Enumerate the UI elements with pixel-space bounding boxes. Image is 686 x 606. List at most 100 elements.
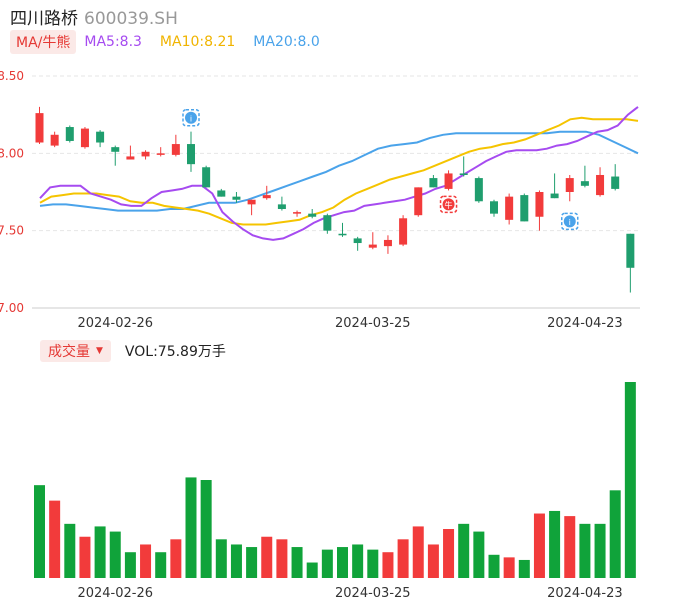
candle-body [459, 173, 468, 175]
ma5-label: MA5:8.3 [84, 34, 142, 50]
candle-body [535, 192, 544, 217]
volume-bar [367, 549, 379, 578]
candle-body [323, 215, 332, 231]
info-badge-icon: i [561, 212, 579, 231]
candle [35, 106, 44, 145]
y-tick-label: 7.50 [0, 224, 24, 238]
candle [474, 176, 483, 203]
candle [535, 190, 544, 231]
volume-bar [397, 539, 409, 578]
candle-body [217, 190, 226, 197]
volume-bar [337, 547, 348, 578]
ma10-label: MA10:8.21 [159, 34, 236, 50]
candle-body [277, 204, 286, 210]
price-axis-ticks: 8.50 8.00 7.50 7.00 [0, 69, 24, 315]
candle [156, 147, 165, 157]
volume-toggle-button[interactable]: 成交量 ▼ [40, 340, 111, 362]
volume-bar [518, 559, 530, 578]
candle [293, 210, 302, 217]
volume-bar [200, 480, 212, 578]
volume-bar [533, 513, 545, 578]
chart-markers: i 牛 i [182, 109, 579, 231]
x-tick-label: 2024-04-23 [547, 316, 623, 331]
candle-body [429, 178, 438, 188]
candle [111, 145, 120, 166]
volume-bar [443, 529, 455, 578]
candle-body [580, 181, 589, 186]
volume-bar [291, 547, 303, 578]
volume-value: VOL:75.89万手 [124, 344, 226, 360]
y-tick-label: 8.00 [0, 146, 24, 160]
candle-body [596, 174, 605, 196]
volume-bar [624, 382, 636, 578]
candle [399, 215, 408, 247]
candle [96, 130, 105, 148]
volume-bar [276, 539, 288, 578]
candle [626, 233, 635, 293]
volume-bar [49, 500, 61, 578]
volume-bar [503, 557, 515, 578]
candle [580, 165, 589, 188]
candle [277, 196, 286, 211]
candle [596, 167, 605, 197]
volume-bars [34, 382, 636, 578]
candle-body [383, 239, 392, 247]
ma20-label: MA20:8.0 [253, 34, 320, 50]
candle-body [141, 151, 150, 157]
candle-body [80, 128, 89, 148]
x-tick-label: 2024-03-25 [335, 316, 411, 331]
volume-bar [609, 490, 621, 578]
volume-bar [564, 516, 576, 578]
stock-name: 四川路桥 [10, 9, 78, 29]
candle-body [520, 195, 529, 222]
volume-bar [94, 526, 106, 578]
candle-body [50, 134, 59, 146]
info-badge-icon-glyph: i [190, 114, 192, 123]
candle-body [126, 156, 135, 160]
candle [429, 174, 438, 188]
candle-body [262, 195, 271, 199]
volume-bar [382, 552, 394, 578]
volume-bar [155, 552, 167, 578]
candle-body [202, 167, 211, 188]
x-tick-label: 2024-03-25 [335, 586, 411, 601]
candle [141, 150, 150, 160]
candle [368, 232, 377, 250]
candle [262, 185, 271, 200]
candle [520, 193, 529, 222]
candle-body [490, 201, 498, 214]
candle [505, 193, 514, 225]
volume-toggle-label: 成交量 [48, 344, 90, 360]
y-tick-label: 8.50 [0, 69, 24, 83]
candle-body [414, 187, 423, 216]
volume-bar [170, 539, 182, 578]
volume-bar [594, 523, 606, 578]
candle-body [247, 199, 256, 205]
candle [187, 131, 195, 172]
candle [550, 173, 559, 199]
candle [126, 145, 135, 160]
volume-bar [352, 544, 364, 578]
candle-body [611, 176, 620, 189]
candle-body [505, 196, 514, 220]
info-badge-icon-dot [563, 215, 576, 228]
candle [459, 156, 468, 177]
candle [65, 125, 74, 143]
ma-toggle-button[interactable]: MA/牛熊 [10, 30, 77, 54]
candle [323, 213, 332, 234]
candle-body [65, 127, 74, 141]
volume-bar [412, 526, 424, 578]
x-tick-label: 2024-02-26 [77, 586, 153, 601]
volume-bar [34, 485, 45, 578]
ma20-line [39, 130, 639, 212]
candle [171, 134, 180, 157]
ma10-line [39, 116, 639, 226]
volume-bar [549, 510, 561, 578]
caret-down-icon: ▼ [96, 346, 103, 356]
volume-bar [579, 523, 591, 578]
candle-body [338, 233, 347, 236]
volume-bar [458, 523, 470, 578]
volume-bar [215, 539, 227, 578]
x-tick-label: 2024-04-23 [547, 586, 623, 601]
